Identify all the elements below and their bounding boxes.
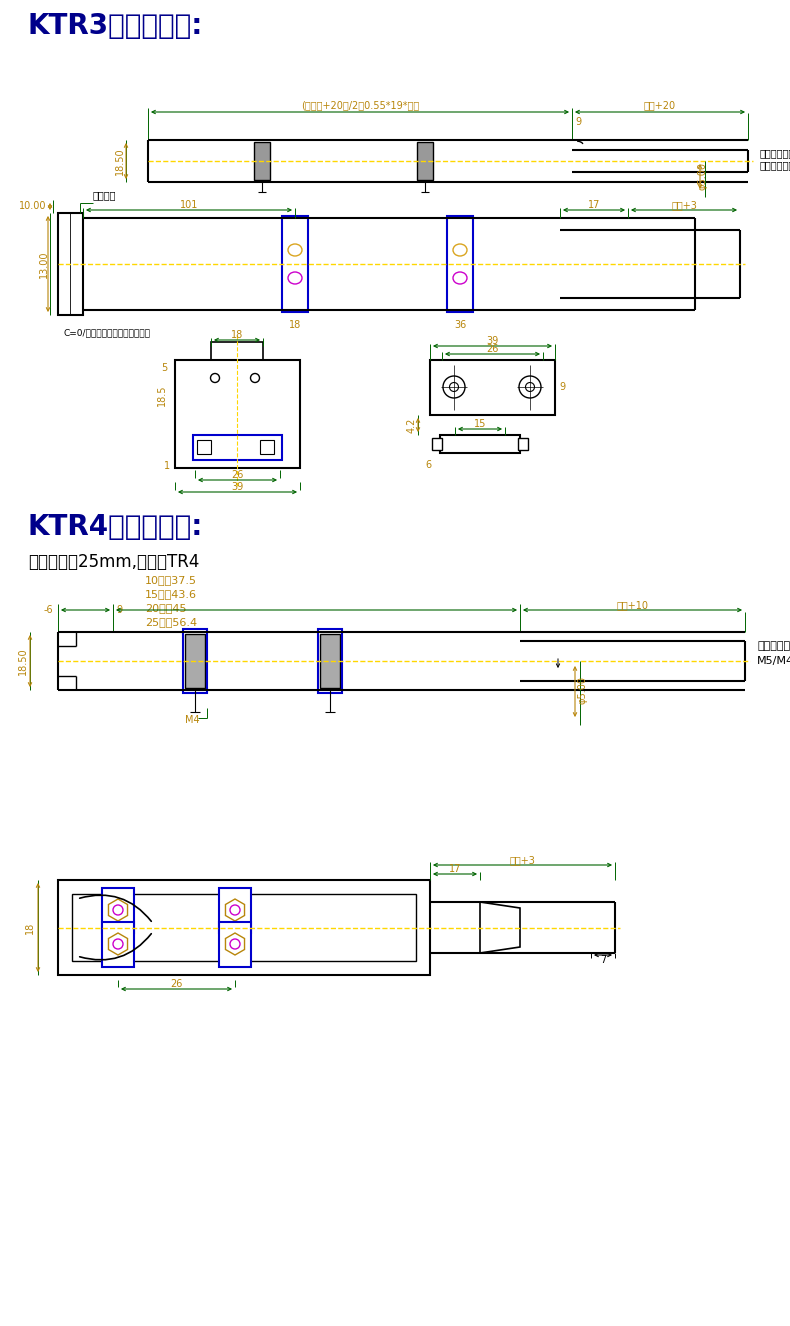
Bar [58, 213, 83, 316]
Text: 9: 9 [575, 117, 581, 127]
Text: 18: 18 [289, 320, 301, 330]
Bar [72, 894, 416, 961]
Text: KTR4安装尺寸图:: KTR4安装尺寸图: [28, 513, 203, 541]
Text: 6: 6 [425, 460, 431, 469]
Bar [447, 216, 473, 312]
Text: 13.00: 13.00 [39, 251, 49, 277]
Polygon shape [108, 934, 127, 955]
Ellipse shape [450, 382, 458, 391]
Text: 17: 17 [449, 865, 461, 874]
Bar [518, 438, 528, 450]
Bar [254, 142, 270, 180]
Bar [320, 634, 340, 688]
Ellipse shape [519, 377, 541, 398]
Text: 型号+3: 型号+3 [510, 855, 536, 865]
Text: 4.2: 4.2 [407, 418, 417, 432]
Text: 17: 17 [588, 200, 600, 210]
Text: 9: 9 [559, 382, 565, 392]
Text: 9: 9 [116, 605, 122, 615]
Bar [211, 342, 263, 359]
Text: 安装对位完成后: 安装对位完成后 [760, 149, 790, 158]
Text: KTR3安装尺寸图:: KTR3安装尺寸图: [28, 12, 203, 40]
Text: 36: 36 [454, 320, 466, 330]
Text: 5: 5 [160, 363, 167, 373]
Text: 18.5: 18.5 [157, 385, 167, 406]
Bar [432, 438, 442, 450]
Text: 18: 18 [231, 330, 243, 339]
Text: 可按要求做成: 可按要求做成 [757, 640, 790, 651]
Ellipse shape [453, 272, 467, 284]
Text: M5/M4/M3牙: M5/M4/M3牙 [757, 655, 790, 666]
Text: 可选择拤插或保留: 可选择拤插或保留 [760, 160, 790, 170]
Ellipse shape [288, 272, 302, 284]
Bar [282, 216, 308, 312]
Text: 1: 1 [164, 461, 170, 471]
Text: 26: 26 [231, 469, 243, 480]
Text: 型号+20: 型号+20 [644, 99, 676, 110]
Bar [183, 629, 207, 693]
Bar [417, 142, 433, 180]
Ellipse shape [210, 374, 220, 382]
Ellipse shape [288, 244, 302, 256]
Text: 7: 7 [600, 955, 606, 965]
Text: φ5.00: φ5.00 [577, 676, 587, 704]
Bar [185, 634, 205, 688]
Polygon shape [225, 934, 245, 955]
Text: 10型＝37.5: 10型＝37.5 [145, 575, 197, 585]
Text: 固定底座: 固定底座 [93, 190, 116, 200]
Bar [219, 888, 251, 934]
Bar [219, 922, 251, 967]
Text: 26: 26 [171, 979, 182, 989]
Text: 39: 39 [231, 481, 243, 492]
Bar [175, 359, 300, 468]
Bar [58, 880, 430, 975]
Text: 10.00: 10.00 [18, 202, 46, 211]
Ellipse shape [443, 377, 465, 398]
Text: 18.50: 18.50 [115, 147, 125, 175]
Text: -6: -6 [43, 605, 53, 615]
Ellipse shape [113, 939, 123, 949]
Text: 20型＝45: 20型＝45 [145, 603, 186, 613]
Bar [440, 435, 520, 453]
Text: φ5.00: φ5.00 [698, 163, 708, 191]
Text: 26: 26 [486, 343, 498, 354]
Ellipse shape [230, 906, 240, 915]
Text: 15型＝43.6: 15型＝43.6 [145, 589, 197, 599]
Text: 101: 101 [180, 200, 198, 210]
Ellipse shape [230, 939, 240, 949]
Polygon shape [225, 899, 245, 922]
Bar [430, 359, 555, 415]
Bar [102, 922, 134, 967]
Text: (（型号+20）/2）0.55*19*型号: (（型号+20）/2）0.55*19*型号 [301, 99, 419, 110]
Text: 18: 18 [25, 922, 35, 934]
Ellipse shape [453, 244, 467, 256]
Text: 型号+3: 型号+3 [671, 200, 697, 210]
Text: M4: M4 [185, 715, 200, 725]
Bar [260, 440, 274, 453]
Text: C=0/可按要求加装尾笨固定底座: C=0/可按要求加装尾笨固定底座 [63, 328, 150, 337]
Bar [318, 629, 342, 693]
Ellipse shape [250, 374, 259, 382]
Text: 最大量程做25mm,再长做TR4: 最大量程做25mm,再长做TR4 [28, 553, 199, 572]
Bar [102, 888, 134, 934]
Text: 型号+10: 型号+10 [616, 599, 649, 610]
Text: 25型＝56.4: 25型＝56.4 [145, 617, 198, 627]
Text: 15: 15 [474, 419, 486, 430]
Bar [193, 435, 282, 460]
Ellipse shape [113, 906, 123, 915]
Polygon shape [108, 899, 127, 922]
Bar [197, 440, 211, 453]
Text: 39: 39 [486, 335, 498, 346]
Text: 18.50: 18.50 [18, 647, 28, 675]
Ellipse shape [525, 382, 535, 391]
Polygon shape [480, 902, 520, 953]
